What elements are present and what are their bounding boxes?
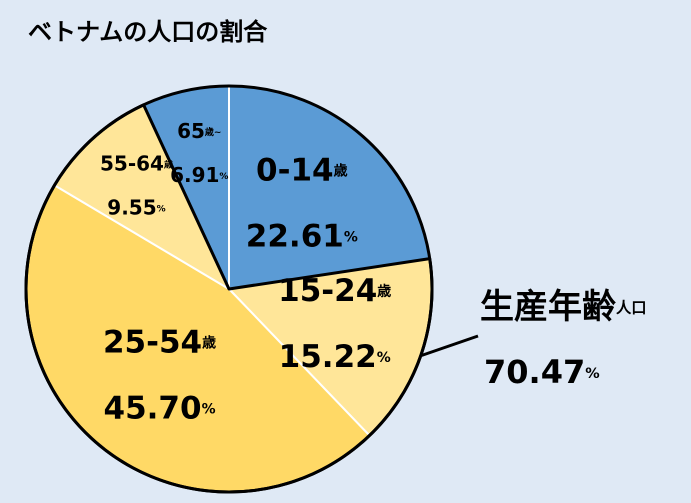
annotation-line [419,334,479,358]
slice-value-label: 15.22% [279,338,391,374]
slice-category: 55-64歳 [100,151,173,175]
slice-category: 15-24歳 [278,272,391,308]
slice-value-label: 9.55% [107,195,165,219]
annotation-text: 生産年齢人口 [480,287,647,327]
slice-value-label: 45.70% [104,390,216,426]
slice-value-label: 6.91% [170,163,228,187]
slice-category: 65歳~ [177,119,221,143]
chart-title: ベトナムの人口の割合 [28,18,268,46]
slice-category: 0-14歳 [256,152,348,188]
slice-value-label: 22.61% [246,218,358,254]
slice-category: 25-54歳 [103,324,216,360]
pie-outline [24,84,434,494]
annotation-value: 70.47% [484,353,600,391]
